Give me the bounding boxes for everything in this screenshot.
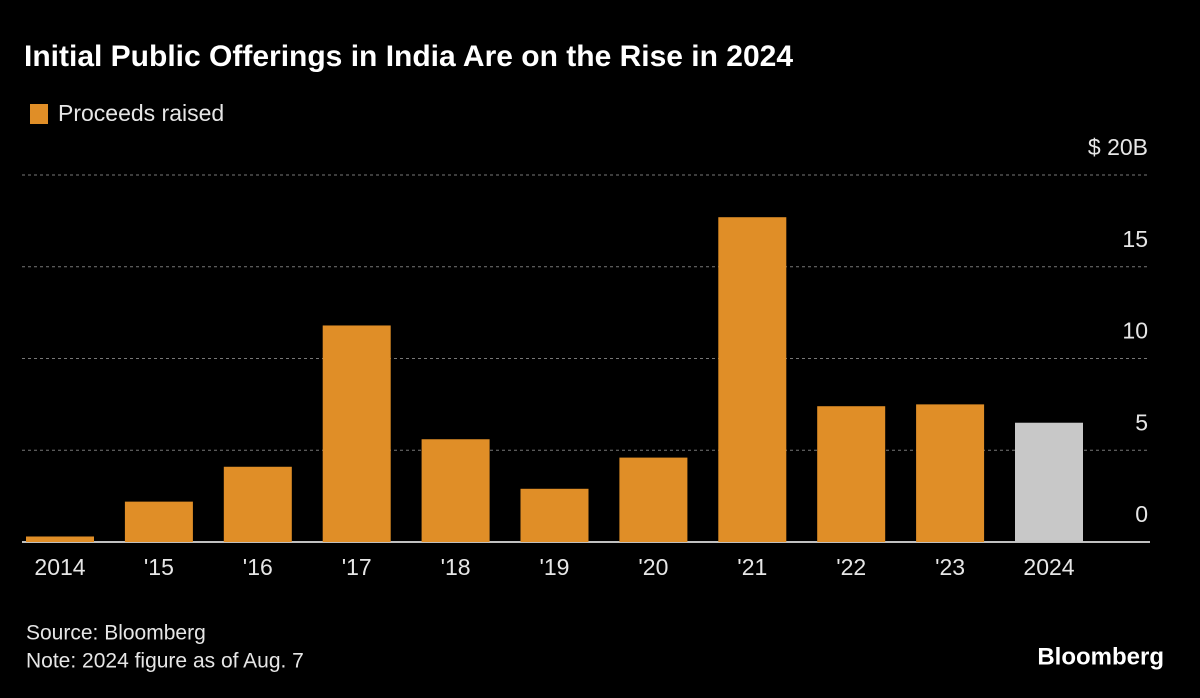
x-tick-label: '18	[441, 554, 471, 580]
bar	[124, 501, 193, 542]
y-tick-label: 15	[1122, 226, 1148, 252]
x-tick-label: '16	[243, 554, 273, 580]
source: Source: Bloomberg	[26, 622, 206, 645]
x-tick-label: 2024	[1023, 554, 1074, 580]
x-tick-label: 2014	[34, 554, 85, 580]
bar	[619, 457, 688, 542]
y-tick-label: 5	[1135, 409, 1148, 435]
y-tick-label: $ 20B	[1088, 134, 1148, 160]
chart-title: Initial Public Offerings in India Are on…	[24, 40, 793, 73]
x-tick-label: '21	[737, 554, 767, 580]
note: Note: 2024 figure as of Aug. 7	[26, 650, 304, 673]
bar	[322, 325, 391, 542]
x-tick-label: '23	[935, 554, 965, 580]
bar	[26, 536, 94, 542]
bar	[421, 439, 490, 542]
bar	[1015, 422, 1083, 542]
brand: Bloomberg	[1037, 643, 1164, 670]
x-tick-label: '15	[144, 554, 174, 580]
bar	[718, 217, 787, 542]
bar	[223, 466, 292, 542]
bar	[916, 404, 985, 542]
x-tick-label: '19	[540, 554, 570, 580]
x-tick-label: '17	[342, 554, 372, 580]
x-tick-label: '22	[836, 554, 866, 580]
bar	[817, 406, 886, 542]
legend-swatch	[30, 104, 48, 124]
y-tick-label: 0	[1135, 501, 1148, 527]
legend-label: Proceeds raised	[58, 100, 224, 126]
bar	[520, 488, 589, 542]
y-tick-label: 10	[1122, 318, 1148, 344]
x-tick-label: '20	[638, 554, 668, 580]
